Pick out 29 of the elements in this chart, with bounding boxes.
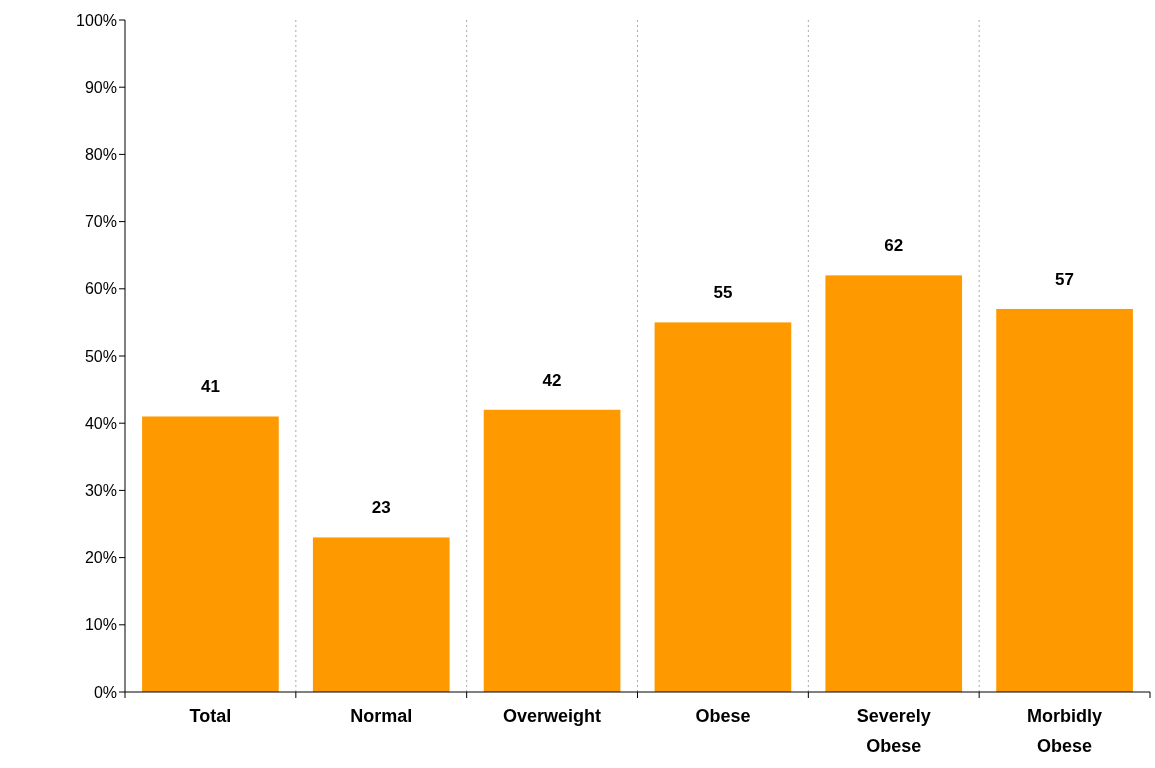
- y-tick-label: 50%: [84, 347, 117, 365]
- bar: [825, 275, 963, 692]
- x-tick-label: Total: [189, 706, 232, 726]
- y-tick-label: 20%: [84, 549, 117, 567]
- data-label: 42: [542, 370, 562, 390]
- data-label: 41: [200, 377, 220, 397]
- bar: [996, 308, 1133, 692]
- x-tick-label: Obese: [695, 706, 751, 726]
- y-tick-label: 30%: [84, 482, 117, 499]
- y-tick-label: 90%: [84, 78, 117, 96]
- x-tick-label: Normal: [350, 706, 413, 726]
- y-tick-label: 60%: [84, 280, 117, 298]
- x-tick-label: Morbidly Obese: [1027, 706, 1103, 756]
- data-label: 62: [884, 236, 904, 256]
- bar: [312, 537, 450, 692]
- x-tick-label: Severely Obese: [856, 706, 931, 756]
- bar: [483, 409, 621, 692]
- y-tick-label: 0%: [93, 683, 117, 701]
- data-label: 23: [371, 498, 391, 518]
- bar: [142, 416, 279, 692]
- data-label: 57: [1055, 269, 1075, 289]
- x-tick-label: Overweight: [503, 706, 602, 726]
- y-tick-label: 70%: [84, 213, 117, 231]
- y-tick-label: 10%: [84, 616, 117, 634]
- data-label: 55: [713, 283, 733, 303]
- y-tick-label: 80%: [84, 146, 117, 163]
- y-tick-label: 100%: [76, 11, 117, 29]
- y-tick-label: 40%: [84, 414, 117, 432]
- bar: [654, 322, 792, 692]
